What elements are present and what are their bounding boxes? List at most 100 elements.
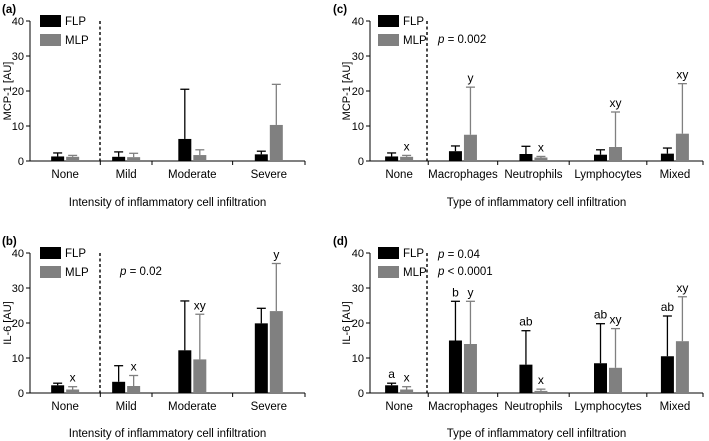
bar-flp-severe xyxy=(254,154,268,161)
x-axis-title: Intensity of inflammatory cell infiltrat… xyxy=(69,197,267,209)
x-tick-label: Mild xyxy=(116,169,137,181)
y-axis-title: IL-6 [AU] xyxy=(2,301,14,344)
bar-flp-lymphocytes xyxy=(594,154,608,161)
y-tick-label: 10 xyxy=(12,121,24,133)
chart-panel-1: (a) 0 10 20 30 40 MCP-1 [AU] None Mild Moderate Se… xyxy=(2,4,306,209)
y-axis-title: IL-6 [AU] xyxy=(341,301,353,344)
bar-flp-mixed xyxy=(660,153,674,161)
panel-letter: (b) xyxy=(2,236,17,248)
bar-mlp-mild xyxy=(127,386,141,393)
x-tick-label: Mild xyxy=(116,401,137,413)
y-tick-label: 10 xyxy=(352,353,364,365)
significance-letter: ab xyxy=(519,315,533,329)
significance-letter: x xyxy=(70,371,76,385)
significance-letter: x xyxy=(404,139,410,153)
bar-flp-macrophages xyxy=(448,340,462,393)
y-tick-label: 20 xyxy=(352,86,364,98)
bar-mlp-none xyxy=(66,156,80,161)
significance-letter: xy xyxy=(610,313,622,327)
y-tick-label: 20 xyxy=(12,318,24,330)
significance-letter: xy xyxy=(676,68,688,82)
legend-label-mlp: MLP xyxy=(403,267,427,279)
x-tick-label: Lymphocytes xyxy=(574,401,642,413)
legend-label-flp: FLP xyxy=(65,248,86,260)
y-tick-label: 0 xyxy=(18,388,24,400)
bar-mlp-none xyxy=(400,156,414,161)
x-tick-label: Severe xyxy=(251,169,287,181)
bar-mlp-neutrophils xyxy=(534,390,548,393)
x-tick-label: Macrophages xyxy=(428,401,498,413)
bar-flp-none xyxy=(51,156,65,161)
bar-mlp-macrophages xyxy=(463,344,477,393)
bar-flp-severe xyxy=(254,323,268,393)
bar-mlp-mixed xyxy=(675,341,689,393)
significance-letter: x xyxy=(131,360,137,374)
y-tick-label: 30 xyxy=(352,51,364,63)
significance-letter: ab xyxy=(661,300,675,314)
p-value-annotation: p = 0.02 xyxy=(119,266,162,278)
x-tick-label: Severe xyxy=(251,401,287,413)
x-tick-label: Mixed xyxy=(660,401,691,413)
legend-swatch-flp xyxy=(378,15,399,27)
bar-flp-moderate xyxy=(178,350,192,393)
significance-letter: xy xyxy=(676,281,688,295)
bar-flp-moderate xyxy=(178,138,192,161)
bar-mlp-mild xyxy=(127,157,141,161)
legend-swatch-flp xyxy=(378,247,399,259)
y-tick-label: 30 xyxy=(12,283,24,295)
chart-panel-4: (d) 0 10 20 30 40 IL-6 [AU] None Macrophages Neut… xyxy=(333,236,704,440)
y-tick-label: 0 xyxy=(358,156,364,168)
y-axis-title: MCP-1 [AU] xyxy=(341,62,353,121)
x-tick-label: None xyxy=(51,169,79,181)
x-tick-label: Moderate xyxy=(168,169,217,181)
legend-label-flp: FLP xyxy=(403,16,424,28)
x-tick-label: Mixed xyxy=(660,169,691,181)
y-tick-label: 20 xyxy=(12,86,24,98)
y-tick-label: 40 xyxy=(352,16,364,28)
bar-flp-macrophages xyxy=(448,151,462,161)
y-tick-label: 0 xyxy=(18,156,24,168)
significance-letter: b xyxy=(452,285,459,299)
significance-letter: x xyxy=(538,140,544,154)
legend-label-mlp: MLP xyxy=(65,267,89,279)
legend-swatch-mlp xyxy=(40,266,61,278)
bar-mlp-severe xyxy=(269,311,283,393)
significance-letter: xy xyxy=(194,298,206,312)
legend-swatch-flp xyxy=(40,15,61,27)
significance-letter: xy xyxy=(610,96,622,110)
y-tick-label: 40 xyxy=(352,248,364,260)
chart-panel-2: (b) 0 10 20 30 40 IL-6 [AU] None Mild Moderate Sev… xyxy=(2,236,306,440)
p-value-annotation: p = 0.002 xyxy=(437,34,486,46)
panel-letter: (c) xyxy=(333,4,347,16)
x-tick-label: Lymphocytes xyxy=(574,169,642,181)
x-tick-label: Macrophages xyxy=(428,169,498,181)
chart-panel-3: (c) 0 10 20 30 40 MCP-1 [AU] None Macrophages Neu… xyxy=(333,4,704,209)
significance-letter: ab xyxy=(594,308,608,322)
bar-mlp-none xyxy=(400,389,414,393)
bar-mlp-moderate xyxy=(193,359,207,393)
x-axis-title: Type of inflammatory cell infiltration xyxy=(447,428,627,440)
legend-swatch-flp xyxy=(40,247,61,259)
significance-letter: x xyxy=(404,371,410,385)
significance-letter: a xyxy=(388,367,395,381)
x-tick-label: None xyxy=(385,401,413,413)
bar-flp-lymphocytes xyxy=(594,363,608,393)
y-axis-title: MCP-1 [AU] xyxy=(2,62,14,121)
significance-letter: x xyxy=(538,373,544,387)
x-tick-label: None xyxy=(51,401,79,413)
significance-letter: y xyxy=(467,285,473,299)
legend-swatch-mlp xyxy=(378,266,399,278)
x-axis-title: Intensity of inflammatory cell infiltrat… xyxy=(69,428,267,440)
bar-flp-none xyxy=(385,156,399,161)
bar-mlp-mixed xyxy=(675,133,689,161)
y-tick-label: 20 xyxy=(352,318,364,330)
legend-swatch-mlp xyxy=(40,34,61,46)
y-tick-label: 10 xyxy=(12,353,24,365)
legend-label-flp: FLP xyxy=(403,248,424,260)
y-tick-label: 30 xyxy=(352,283,364,295)
bar-flp-none xyxy=(51,385,65,393)
legend-swatch-mlp xyxy=(378,34,399,46)
bar-mlp-macrophages xyxy=(463,134,477,161)
p-value-annotation: p < 0.0001 xyxy=(437,266,493,278)
y-tick-label: 10 xyxy=(352,121,364,133)
